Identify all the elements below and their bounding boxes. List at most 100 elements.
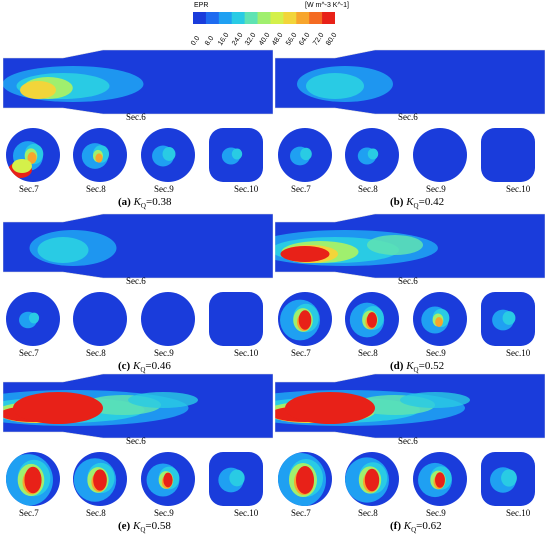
cross-section-sec8	[345, 128, 399, 182]
cross-section-sec9	[141, 452, 195, 506]
panel: Sec.6 Sec.7 Sec.8 Sec.9 Sec.10 (b) KQ=0.42	[275, 46, 547, 210]
cross-section-sec10	[209, 128, 263, 182]
colorbar-segment	[296, 12, 310, 24]
panel-caption: (c) KQ=0.46	[118, 360, 171, 374]
section-label-sec6: Sec.6	[126, 436, 146, 446]
section-label-sec7: Sec.7	[291, 184, 311, 194]
colorbar-tick-label: 80.0	[325, 31, 339, 48]
panel: Sec.6 Sec.7 Sec.8 Sec.9 Sec.10 (e) KQ=0.58	[3, 370, 275, 534]
section-label-sec6: Sec.6	[398, 436, 418, 446]
cross-section-sec9	[141, 128, 195, 182]
section-label-sec7: Sec.7	[291, 508, 311, 518]
panel-letter: (d)	[390, 360, 404, 372]
panel-letter: (a)	[118, 196, 131, 208]
cross-section-sec8	[345, 452, 399, 506]
section-label-sec9: Sec.9	[426, 508, 446, 518]
longitudinal-section	[275, 49, 545, 115]
legend-title: EPR	[194, 2, 209, 9]
colorbar-segment	[205, 12, 220, 24]
panel: Sec.6 Sec.7 Sec.8 Sec.9 Sec.10 (f) KQ=0.62	[275, 370, 547, 534]
cross-section-sec8	[73, 128, 127, 182]
cross-section-sec7	[6, 292, 60, 346]
panel-caption: (b) KQ=0.42	[390, 196, 444, 210]
cross-section-sec9	[413, 452, 467, 506]
kq-subscript: Q	[140, 202, 146, 211]
colorbar-tick-label: 56.0	[284, 31, 299, 48]
panel: Sec.6 Sec.7 Sec.8 Sec.9 Sec.10 (d) KQ=0.52	[275, 210, 547, 374]
kq-symbol: K	[133, 196, 141, 208]
section-label-sec6: Sec.6	[398, 112, 418, 122]
kq-subscript: Q	[413, 366, 419, 375]
kq-value: =0.58	[145, 520, 171, 532]
section-label-sec9: Sec.9	[426, 348, 446, 358]
panel-letter: (b)	[390, 196, 404, 208]
panel-letter: (f)	[390, 520, 401, 532]
colorbar-tick-label: 64.0	[298, 31, 312, 48]
cross-section-sec10	[209, 452, 263, 506]
panel-caption: (f) KQ=0.62	[390, 520, 442, 534]
longitudinal-section	[3, 49, 273, 115]
kq-subscript: Q	[411, 526, 417, 534]
kq-subscript: Q	[140, 526, 146, 534]
cross-section-sec7	[6, 128, 60, 182]
kq-subscript: Q	[413, 202, 419, 211]
section-label-sec8: Sec.8	[86, 508, 106, 518]
cross-section-sec10	[209, 292, 263, 346]
kq-symbol: K	[403, 520, 412, 532]
section-label-sec8: Sec.8	[86, 348, 106, 358]
section-label-sec10: Sec.10	[234, 348, 259, 358]
longitudinal-section	[275, 373, 545, 439]
cross-section-sec8	[345, 292, 399, 346]
cross-section-sec9	[413, 292, 467, 346]
cross-section-sec10	[481, 452, 535, 506]
kq-symbol: K	[406, 196, 414, 208]
colorbar-tick-label: 24.0	[230, 31, 245, 48]
section-label-sec9: Sec.9	[154, 184, 174, 194]
section-label-sec7: Sec.7	[19, 184, 39, 194]
kq-symbol: K	[406, 360, 414, 372]
colorbar-segment	[270, 12, 284, 24]
section-label-sec10: Sec.10	[234, 184, 259, 194]
section-label-sec8: Sec.8	[358, 348, 378, 358]
section-label-sec8: Sec.8	[358, 184, 378, 194]
colorbar-segment	[244, 12, 259, 24]
panel: Sec.6 Sec.7 Sec.8 Sec.9 Sec.10 (a) KQ=0.38	[3, 46, 275, 210]
section-label-sec9: Sec.9	[154, 508, 174, 518]
colorbar-segment	[231, 12, 246, 24]
section-label-sec8: Sec.8	[86, 184, 106, 194]
kq-subscript: Q	[140, 366, 146, 375]
panel-caption: (a) KQ=0.38	[118, 196, 171, 210]
cross-section-sec7	[278, 292, 332, 346]
colorbar-segment	[257, 12, 271, 24]
panel: Sec.6 Sec.7 Sec.8 Sec.9 Sec.10 (c) KQ=0.46	[3, 210, 275, 374]
colorbar-segment	[309, 12, 323, 24]
section-label-sec6: Sec.6	[126, 112, 146, 122]
kq-value: =0.38	[145, 196, 172, 208]
cross-section-sec10	[481, 292, 535, 346]
cross-section-sec10	[481, 128, 535, 182]
section-label-sec8: Sec.8	[358, 508, 378, 518]
kq-symbol: K	[132, 520, 141, 532]
section-label-sec9: Sec.9	[154, 348, 174, 358]
section-label-sec10: Sec.10	[506, 508, 531, 518]
colorbar	[193, 12, 335, 24]
colorbar-segment	[193, 12, 207, 24]
section-label-sec7: Sec.7	[291, 348, 311, 358]
colorbar-tick-label: 16.0	[217, 31, 231, 48]
cross-section-sec7	[278, 128, 332, 182]
kq-symbol: K	[132, 360, 141, 372]
longitudinal-section	[275, 213, 545, 279]
colorbar-segment	[283, 12, 297, 24]
cross-section-sec7	[6, 452, 60, 506]
cross-section-sec8	[73, 452, 127, 506]
section-label-sec7: Sec.7	[19, 348, 39, 358]
colorbar-segment	[322, 12, 335, 24]
section-label-sec6: Sec.6	[126, 276, 146, 286]
cross-section-sec9	[413, 128, 467, 182]
longitudinal-section	[3, 373, 273, 439]
kq-value: =0.62	[416, 520, 442, 532]
section-label-sec10: Sec.10	[506, 348, 531, 358]
colorbar-tick-label: 48.0	[271, 31, 285, 48]
cross-section-sec7	[278, 452, 332, 506]
colorbar-tick-label: 32.0	[244, 31, 258, 48]
